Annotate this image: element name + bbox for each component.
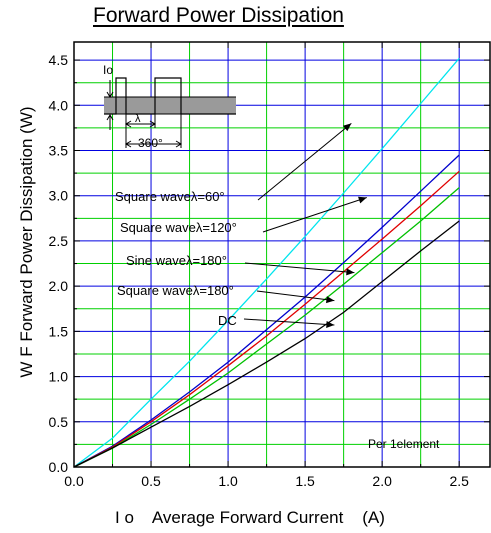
annotation-arrow-head xyxy=(346,268,355,276)
annotation-label: DC xyxy=(218,313,237,328)
annotation-arrow-line xyxy=(257,122,352,201)
y-tick-label: 0.5 xyxy=(49,414,69,430)
x-tick-label: 0.0 xyxy=(64,473,84,489)
y-tick-label: 2.0 xyxy=(49,278,69,294)
series-line-2 xyxy=(73,170,460,468)
annotation-arrow-line xyxy=(243,318,335,326)
x-tick-label: 2.5 xyxy=(449,473,469,489)
y-tick-label: 2.5 xyxy=(49,233,69,249)
x-tick-label: 1.5 xyxy=(295,473,315,489)
annotation-arrow-head xyxy=(358,196,367,204)
chart-title: Forward Power Dissipation xyxy=(93,4,344,27)
series-line-4 xyxy=(73,220,460,468)
annotation-arrow-head xyxy=(342,123,352,132)
annotation-label: Square waveλ=120° xyxy=(120,220,237,235)
inset-io-label: Io xyxy=(103,63,113,77)
y-tick-label: 3.5 xyxy=(49,143,69,159)
x-axis-label: I o Average Forward Current (A) xyxy=(115,508,385,527)
inset-waveform xyxy=(104,77,236,115)
annotation-label: Sine waveλ=180° xyxy=(126,253,227,268)
y-tick-label: 4.0 xyxy=(49,97,69,113)
series-line-3 xyxy=(73,187,460,468)
annotation-label: Square waveλ=60° xyxy=(115,189,225,204)
annotation-label: Square waveλ=180° xyxy=(117,283,234,298)
note-label: Per 1element xyxy=(368,437,440,451)
annotation-arrow-line xyxy=(256,290,335,302)
series-line-1 xyxy=(73,154,460,468)
y-tick-label: 4.5 xyxy=(49,52,69,68)
y-tick-label: 3.0 xyxy=(49,188,69,204)
waveform-inset: Io λ 360° xyxy=(103,63,236,150)
x-tick-label: 2.0 xyxy=(372,473,392,489)
annotation-arrow-head xyxy=(326,296,335,304)
y-tick-label: 0.0 xyxy=(49,459,69,475)
annotation-arrow-line xyxy=(244,262,355,274)
average-level-band xyxy=(104,97,236,114)
period-dimension xyxy=(125,114,182,148)
inset-period-label: 360° xyxy=(138,136,163,150)
x-tick-label: 0.5 xyxy=(141,473,161,489)
y-tick-label: 1.5 xyxy=(49,323,69,339)
plot-frame xyxy=(73,41,491,468)
lambda-dimension xyxy=(125,114,156,128)
io-arrow xyxy=(106,80,114,130)
annotation-arrow-head xyxy=(326,321,335,328)
y-tick-label: 1.0 xyxy=(49,369,69,385)
annotation-arrow-line xyxy=(262,197,367,233)
inset-lambda-label: λ xyxy=(135,113,141,125)
series-line-0 xyxy=(73,57,460,468)
x-tick-label: 1.0 xyxy=(218,473,238,489)
